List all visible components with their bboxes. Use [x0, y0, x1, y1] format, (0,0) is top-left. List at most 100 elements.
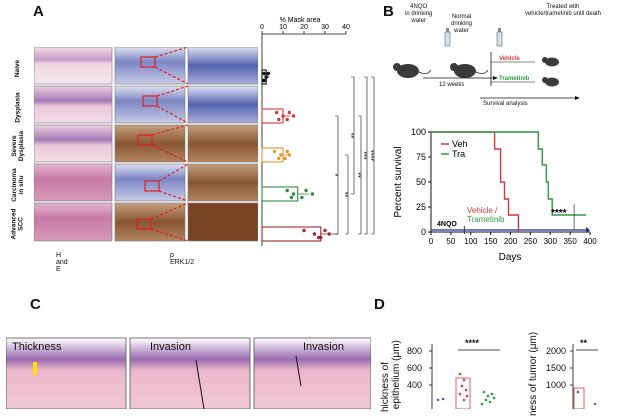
surv-xtick-label-7: 350: [563, 237, 577, 246]
mask-bar-1: [261, 108, 284, 124]
mask-point-2-5: [277, 156, 281, 161]
mask-xtick-label-3: 30: [321, 24, 329, 31]
step3-text: Treated with vehicle/trametinib until de…: [524, 4, 602, 17]
d2-tick-2000: 2000: [546, 346, 567, 356]
step1-text: 4NQO in drinking water: [405, 4, 433, 24]
mask-point-1-3: [287, 110, 291, 115]
mask-bracket-sig-3: **: [358, 172, 365, 178]
column-label-perk: p ERK1/2: [170, 252, 195, 266]
surv-xtick-label-3: 150: [484, 237, 498, 246]
mask-bracket-sig-2: **: [351, 133, 358, 139]
mask-point-3-4: [310, 192, 315, 196]
surv-xtick-label-0: 0: [429, 237, 434, 246]
mask-point-1-2: [285, 117, 289, 122]
d1-tick-800: 800: [407, 346, 423, 356]
mask-area-axis-title: % Mask area: [280, 17, 321, 24]
mask-point-4-0: [302, 228, 306, 233]
row-label-severe-dysplasia: Severe Dysplasia: [10, 130, 25, 162]
d2-tick-1500: 1500: [546, 363, 567, 373]
mask-bracket-sig-0: *: [335, 173, 342, 176]
survival-analysis-text: Survival analysis: [483, 101, 528, 107]
legend-label-tra: Tra: [452, 149, 465, 159]
survival-line-tra: [431, 131, 586, 216]
mask-point-2-3: [285, 149, 289, 154]
surv-xtick-label-4: 200: [504, 237, 518, 246]
mask-point-0-4: [264, 75, 268, 79]
panel-a-label: A: [33, 3, 44, 20]
mask-point-0-5: [262, 78, 266, 83]
row-label-naive: Naive: [14, 59, 22, 77]
surv-ytick-label-4: 100: [411, 127, 426, 137]
mouse-icon-1: [393, 63, 432, 78]
mouse-icon-trametinib: [542, 77, 559, 87]
mask-point-3-5: [289, 195, 294, 200]
mask-bracket-3: [358, 115, 362, 235]
d1-tick-600: 600: [407, 363, 423, 373]
vehicle-text: Vehicle: [499, 56, 520, 62]
d1-tick-400: 400: [407, 380, 423, 390]
invasion-label-2: Invasion: [303, 341, 344, 353]
survival-chart: Percent survival Days 0 25 50 75 100 0 50 100 15…: [393, 127, 597, 263]
row-label-advanced-scc: Advanced SCC: [10, 208, 25, 240]
mask-point-3-1: [291, 192, 296, 196]
annot-trametinib: Trametinib: [467, 215, 505, 224]
panel-c-images: Thickness Invasion Invasion: [6, 316, 371, 409]
mask-area-chart: % Mask area 0 10 20 30 40 ********** ****: [260, 17, 378, 246]
legend-label-veh: Veh: [452, 139, 468, 149]
mask-bracket-5: [371, 76, 375, 235]
thickness-label: Thickness: [12, 341, 62, 353]
surv-xtick-label-6: 300: [544, 237, 558, 246]
mask-point-4-1: [312, 232, 317, 236]
d1-significance: ****: [465, 338, 480, 348]
mask-xtick-label-1: 10: [279, 24, 287, 31]
panel-c-label: C: [30, 296, 41, 313]
mask-xtick-label-2: 20: [300, 24, 308, 31]
mouse-icon-vehicle: [542, 57, 559, 67]
d2-significance: **: [580, 338, 588, 348]
mask-xtick-label-4: 40: [342, 24, 350, 31]
panel-d-label: D: [374, 296, 385, 313]
mask-point-2-0: [272, 149, 277, 154]
surv-ytick-label-3: 75: [416, 152, 426, 162]
annot-vehicle: Vehicle /: [467, 206, 498, 215]
invasion-label-1: Invasion: [150, 341, 191, 353]
mask-xtick-label-0: 0: [260, 24, 264, 31]
mask-point-2-2: [283, 156, 287, 161]
panel-b-schematic: 4NQO in drinking water Normal drinking w…: [385, 0, 625, 110]
d2-tick-1000: 1000: [546, 380, 567, 390]
mask-point-4-3: [323, 228, 327, 233]
mask-point-0-3: [266, 71, 270, 76]
mask-point-1-4: [291, 114, 296, 118]
mask-point-4-5: [319, 235, 323, 240]
surv-xtick-label-5: 250: [524, 237, 538, 246]
survival-line-veh: [431, 131, 520, 232]
mask-bracket-sig-4: ***: [364, 151, 371, 159]
row-label-carcinoma-in-situ: Carcinoma in situ: [10, 168, 25, 202]
surv-ytick-label-0: 0: [421, 227, 426, 237]
mask-bracket-1: [345, 154, 349, 235]
mask-point-3-2: [300, 195, 304, 200]
annot-survival-sig: ****: [551, 208, 567, 219]
weeks-text: 12 weeks: [439, 82, 465, 88]
mask-bracket-2: [351, 76, 355, 195]
trametinib-text: Trametinib: [499, 76, 530, 82]
treatment-arrow-head: [586, 227, 590, 233]
step2-text: Normal drinking water: [451, 14, 473, 34]
annot-4nqo: 4NQO: [437, 221, 457, 228]
survival-ylabel: Percent survival: [393, 146, 404, 217]
water-bottle-icon-2: [496, 28, 503, 47]
water-bottle-icon-1: [444, 28, 451, 47]
mouse-icon-2: [450, 63, 489, 78]
mask-point-2-1: [279, 153, 283, 157]
mask-bracket-sig-1: **: [345, 192, 352, 198]
mask-point-3-0: [285, 188, 289, 193]
surv-xtick-label-2: 100: [464, 237, 478, 246]
mask-point-1-5: [277, 117, 281, 122]
histology-image-grid: [34, 47, 258, 242]
mask-point-0-0: [262, 71, 266, 76]
mask-bracket-0: [335, 115, 339, 235]
panel-d-plots: hickness of epithelium (μm) ness of tumo…: [380, 316, 625, 416]
mask-point-3-3: [304, 188, 308, 193]
surv-xtick-label-1: 50: [446, 237, 455, 246]
mask-point-1-0: [275, 110, 279, 115]
